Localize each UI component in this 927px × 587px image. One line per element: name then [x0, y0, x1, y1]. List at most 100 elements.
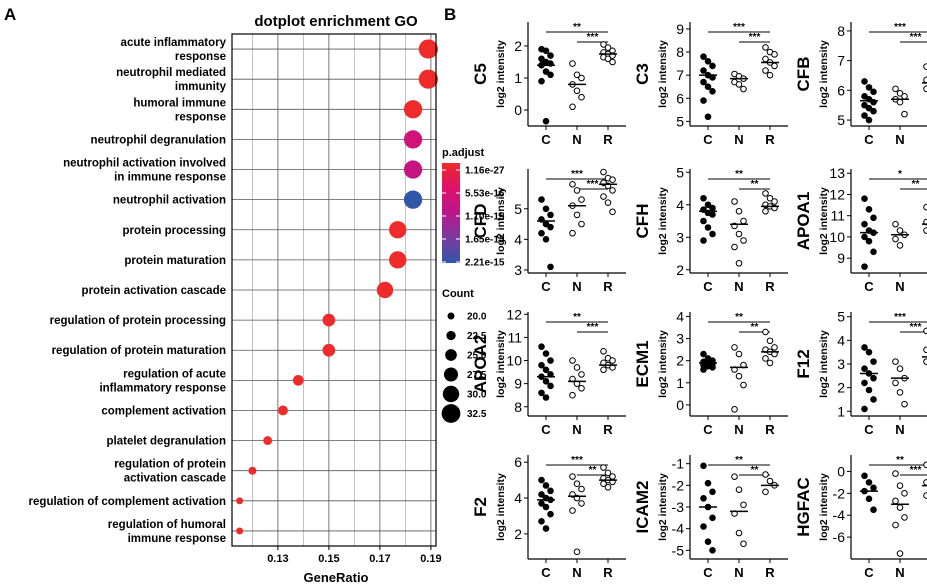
y-tick-label: 5: [676, 164, 684, 180]
data-point-r: [604, 483, 612, 491]
data-point-c: [865, 495, 873, 503]
data-point-n: [896, 550, 904, 557]
protein-name: APOA1: [794, 192, 813, 251]
data-point-n: [896, 389, 904, 396]
data-point-r: [766, 477, 774, 485]
data-point-c: [709, 514, 716, 522]
dotplot-point: [403, 190, 423, 209]
data-point-n: [740, 85, 747, 93]
data-point-c: [538, 77, 545, 85]
data-point-n: [569, 473, 576, 480]
data-point-c: [700, 523, 707, 530]
significance-label: ***: [733, 22, 745, 33]
data-point-c: [700, 97, 707, 104]
dotplot-category-labels: acute inflammatory response neutrophil med…: [29, 37, 227, 545]
protein-name: CFD: [471, 204, 490, 239]
group-label: R: [765, 279, 775, 294]
y-tick-label: 8: [514, 399, 522, 415]
significance-label: ***: [571, 455, 583, 466]
significance-label: **: [912, 179, 920, 190]
data-point-c: [861, 233, 868, 241]
data-point-c: [861, 263, 868, 270]
data-point-n: [892, 85, 899, 93]
data-point-c: [700, 67, 707, 74]
data-point-c: [547, 487, 554, 495]
group-label: C: [864, 422, 874, 437]
group-label: C: [864, 565, 874, 580]
group-label: R: [765, 132, 775, 147]
size-legend-label: 27.5: [467, 370, 487, 381]
y-axis-label: log2 intensity: [818, 40, 830, 108]
y-tick-label: -2: [672, 477, 685, 493]
dotplot-point: [236, 497, 244, 505]
data-point-c: [547, 382, 554, 390]
data-point-r: [771, 62, 778, 70]
data-point-n: [892, 235, 899, 243]
significance-label: ***: [894, 312, 906, 323]
group-label: C: [864, 132, 874, 147]
color-legend-title: p.adjust: [442, 147, 485, 159]
data-point-c: [870, 107, 877, 115]
protein-name: APOA2: [471, 335, 490, 394]
category-label: response: [175, 51, 226, 63]
data-point-c: [542, 117, 550, 125]
data-point-n: [731, 473, 738, 480]
data-point-n: [896, 90, 904, 97]
y-tick-label: 11: [830, 208, 845, 224]
group-label: C: [703, 132, 713, 147]
y-tick-label: 12: [506, 306, 522, 322]
data-point-r: [766, 337, 774, 345]
category-label: activation cascade: [124, 473, 226, 485]
data-point-c: [865, 206, 873, 213]
color-legend-label: 5.53e-16: [465, 189, 505, 200]
y-tick-label: -6: [833, 529, 846, 545]
strip-panel-cfh: CFH log2 intensity 2 3 4 5 C N R ** **: [633, 164, 788, 294]
y-tick-label: 2: [676, 353, 684, 369]
data-point-c: [704, 479, 712, 487]
data-point-c: [704, 83, 712, 91]
data-point-c: [865, 348, 873, 356]
y-tick-label: 1: [676, 375, 684, 391]
data-point-c: [542, 378, 550, 385]
data-point-n: [569, 229, 576, 237]
data-point-c: [547, 52, 554, 59]
color-legend-bar: [442, 163, 460, 263]
protein-name: HGFAC: [794, 477, 813, 537]
data-point-n: [573, 87, 581, 95]
data-point-c: [700, 194, 707, 202]
data-point-n: [578, 500, 585, 507]
data-point-r: [609, 357, 616, 364]
y-tick-label: 10: [506, 353, 522, 369]
y-tick-label: 0: [514, 102, 522, 118]
data-point-c: [538, 55, 545, 63]
data-point-c: [542, 482, 550, 489]
category-label: response: [175, 111, 226, 123]
significance-label: ***: [894, 22, 906, 33]
data-point-n: [892, 521, 899, 529]
y-tick-label: 1: [514, 70, 522, 86]
significance-label: ***: [910, 32, 922, 43]
data-point-c: [865, 84, 873, 91]
data-point-n: [578, 74, 585, 82]
size-legend-dot: [443, 367, 459, 382]
y-tick-label: 3: [676, 229, 684, 245]
data-point-n: [731, 344, 738, 351]
significance-label: **: [896, 455, 904, 466]
data-point-c: [704, 201, 712, 209]
category-label: regulation of protein maturation: [52, 345, 226, 357]
x-tick-label: 0.15: [318, 553, 339, 565]
category-label: neutrophil mediated: [116, 67, 226, 79]
data-point-c: [547, 263, 554, 271]
y-tick-label: 3: [837, 356, 845, 372]
size-legend-label: 25.0: [467, 351, 487, 362]
y-tick-label: 3: [514, 262, 522, 278]
x-tick-label: 0.19: [420, 553, 441, 565]
data-point-r: [766, 71, 774, 79]
y-tick-label: 9: [837, 250, 845, 266]
y-axis-label: log2 intensity: [495, 40, 507, 108]
data-point-c: [861, 365, 868, 373]
strip-panel-cfd: CFD log2 intensity 3 4 5 C N R *** ***: [471, 168, 626, 294]
